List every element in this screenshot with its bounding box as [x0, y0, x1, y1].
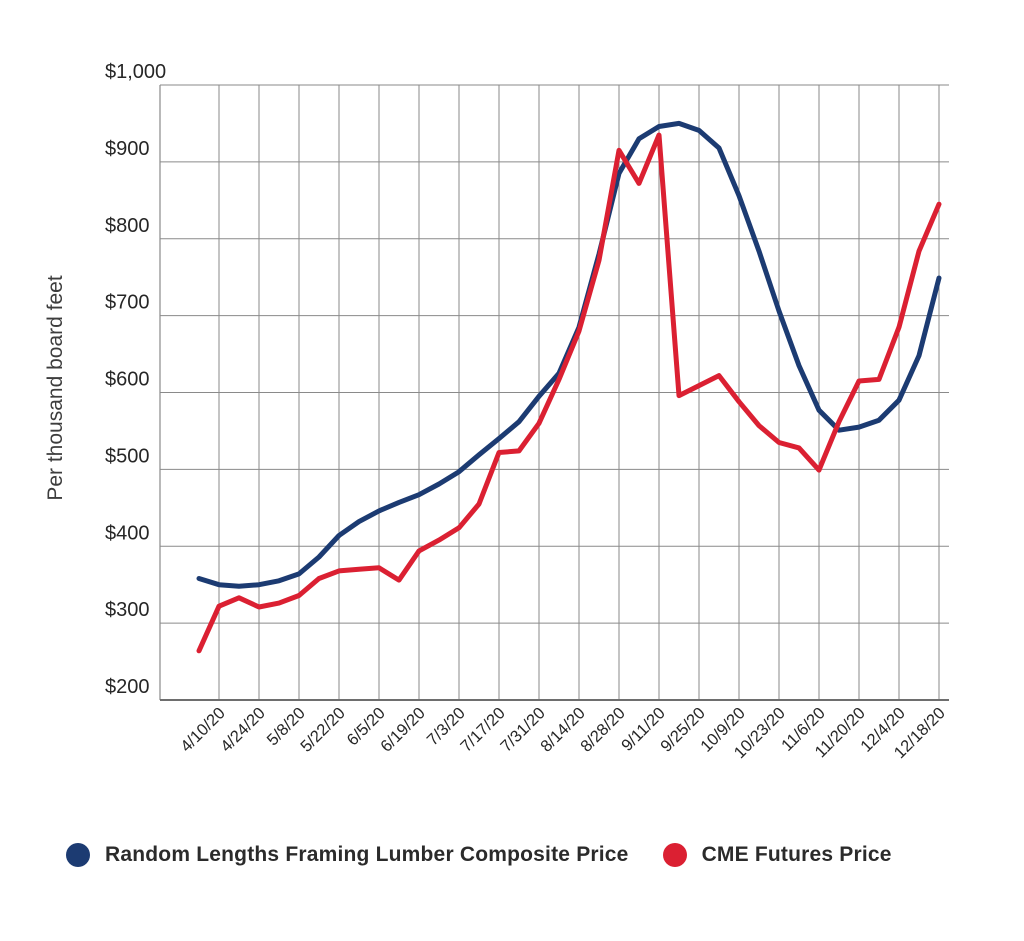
series-line-cme-futures [196, 132, 942, 654]
y-axis-tick-labels: $200 $300 $400 $500 $600 $700 $800 $900 $1,000 [105, 61, 166, 698]
composite-series-marker-icon [66, 843, 90, 867]
y-tick-label-$1,000: $1,000 [105, 61, 166, 83]
x-tick-label-6/19/20: 6/19/20 [377, 704, 429, 756]
y-tick-label-$200: $200 [105, 676, 150, 698]
x-tick-label-5/22/20: 5/22/20 [297, 704, 349, 756]
y-tick-label-$600: $600 [105, 369, 150, 391]
y-tick-label-$300: $300 [105, 599, 150, 621]
series-lines [196, 120, 942, 654]
x-axis-tick-labels: 4/10/204/24/205/8/205/22/206/5/206/19/20… [177, 704, 949, 762]
cme-futures-series-marker-icon [662, 843, 687, 867]
y-tick-label-$900: $900 [105, 138, 150, 160]
legend-item-composite: Random Lengths Framing Lumber Composite … [66, 843, 629, 867]
legend-item-cme-futures: CME Futures Price [662, 843, 892, 867]
legend-label-composite: Random Lengths Framing Lumber Composite … [105, 843, 629, 866]
legend-label-cme-futures: CME Futures Price [701, 843, 892, 866]
x-tick-label-8/28/20: 8/28/20 [577, 704, 629, 756]
y-tick-label-$700: $700 [105, 292, 150, 314]
x-tick-label-4/24/20: 4/24/20 [217, 704, 269, 756]
y-axis-title: Per thousand board feet [44, 275, 67, 500]
y-tick-label-$400: $400 [105, 522, 150, 544]
lumber-price-chart: $200 $300 $400 $500 $600 $700 $800 $900 $1,000 4… [44, 61, 949, 762]
chart-legend: Random Lengths Framing Lumber Composite … [66, 843, 892, 867]
y-tick-label-$800: $800 [105, 215, 150, 237]
y-tick-label-$500: $500 [105, 445, 150, 467]
